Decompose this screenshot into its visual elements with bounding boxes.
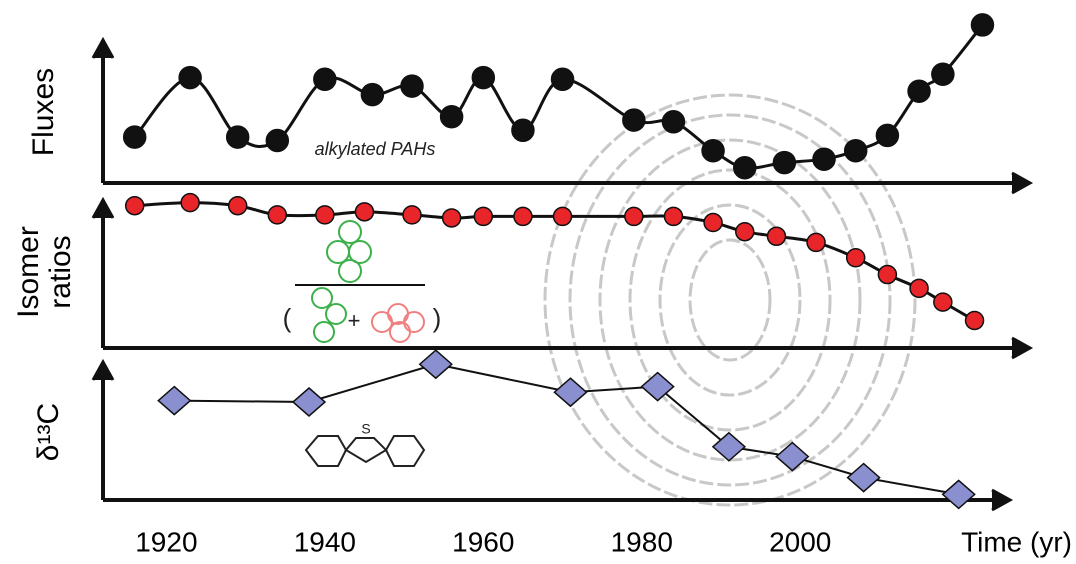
marker (402, 205, 422, 225)
marker (933, 292, 953, 312)
x-tick-label: 1920 (135, 526, 197, 557)
marker (227, 195, 248, 216)
marker (843, 138, 868, 163)
x-tick-label: 2000 (769, 526, 831, 557)
marker (772, 150, 797, 175)
axis-arrow (1011, 171, 1034, 195)
marker (701, 138, 725, 163)
y-axis-label: δ¹³C (32, 403, 65, 461)
annotation: + (348, 308, 361, 333)
marker (622, 108, 646, 132)
axis-arrow (991, 488, 1014, 512)
plots: Fluxes alkylated PAHs Isomer ratios ( +) δ¹³C S… (12, 13, 1072, 557)
marker (550, 67, 575, 92)
annotation: S (361, 421, 370, 437)
y-axis-label: Isomer (12, 226, 45, 318)
marker (640, 371, 675, 402)
fingerprint (543, 93, 917, 507)
molecule-icons (295, 220, 426, 467)
annotation: ) (433, 303, 442, 333)
marker (291, 387, 327, 417)
marker (513, 206, 533, 227)
annotation: alkylated PAHs (315, 139, 436, 159)
marker (735, 221, 755, 242)
marker (964, 310, 985, 331)
marker (941, 479, 976, 510)
marker (663, 206, 684, 227)
marker (806, 232, 826, 253)
marker (157, 385, 192, 416)
marker (766, 226, 787, 247)
marker (907, 79, 931, 103)
marker (225, 125, 250, 149)
marker (473, 206, 494, 227)
marker (661, 110, 686, 134)
marker (970, 13, 995, 37)
marker (931, 62, 955, 86)
x-axis-label: Time (yr) (961, 526, 1072, 557)
marker (875, 123, 900, 148)
marker (267, 205, 288, 225)
marker (553, 377, 588, 408)
axis-arrow (91, 358, 115, 381)
marker (360, 82, 385, 107)
marker (124, 195, 145, 216)
marker (418, 349, 453, 380)
marker (313, 67, 337, 92)
marker (845, 247, 866, 268)
marker (354, 202, 375, 222)
marker (178, 65, 202, 90)
marker (775, 441, 810, 472)
x-tick-label: 1960 (452, 526, 514, 557)
axis-arrow (91, 36, 115, 59)
marker (846, 462, 881, 493)
marker (511, 118, 535, 143)
y-axis-label: ratios (44, 235, 77, 308)
x-tick-label: 1940 (294, 526, 356, 557)
axis-arrow (1011, 336, 1034, 360)
annotation: ( (283, 303, 292, 333)
marker (122, 125, 147, 149)
marker (315, 205, 335, 225)
marker (624, 206, 644, 227)
marker (909, 278, 929, 299)
marker (265, 128, 290, 153)
axis-arrow (91, 196, 115, 219)
marker (711, 431, 747, 462)
series-line (134, 201, 976, 322)
marker (812, 147, 836, 171)
marker (471, 65, 496, 90)
marker (180, 192, 200, 213)
marker (733, 155, 757, 180)
marker (703, 212, 723, 233)
y-axis-label: Fluxes (27, 68, 60, 156)
marker (400, 74, 424, 98)
marker (877, 264, 898, 285)
marker (441, 208, 462, 228)
marker (552, 206, 573, 227)
x-tick-label: 1980 (611, 526, 673, 557)
marker (439, 104, 464, 129)
